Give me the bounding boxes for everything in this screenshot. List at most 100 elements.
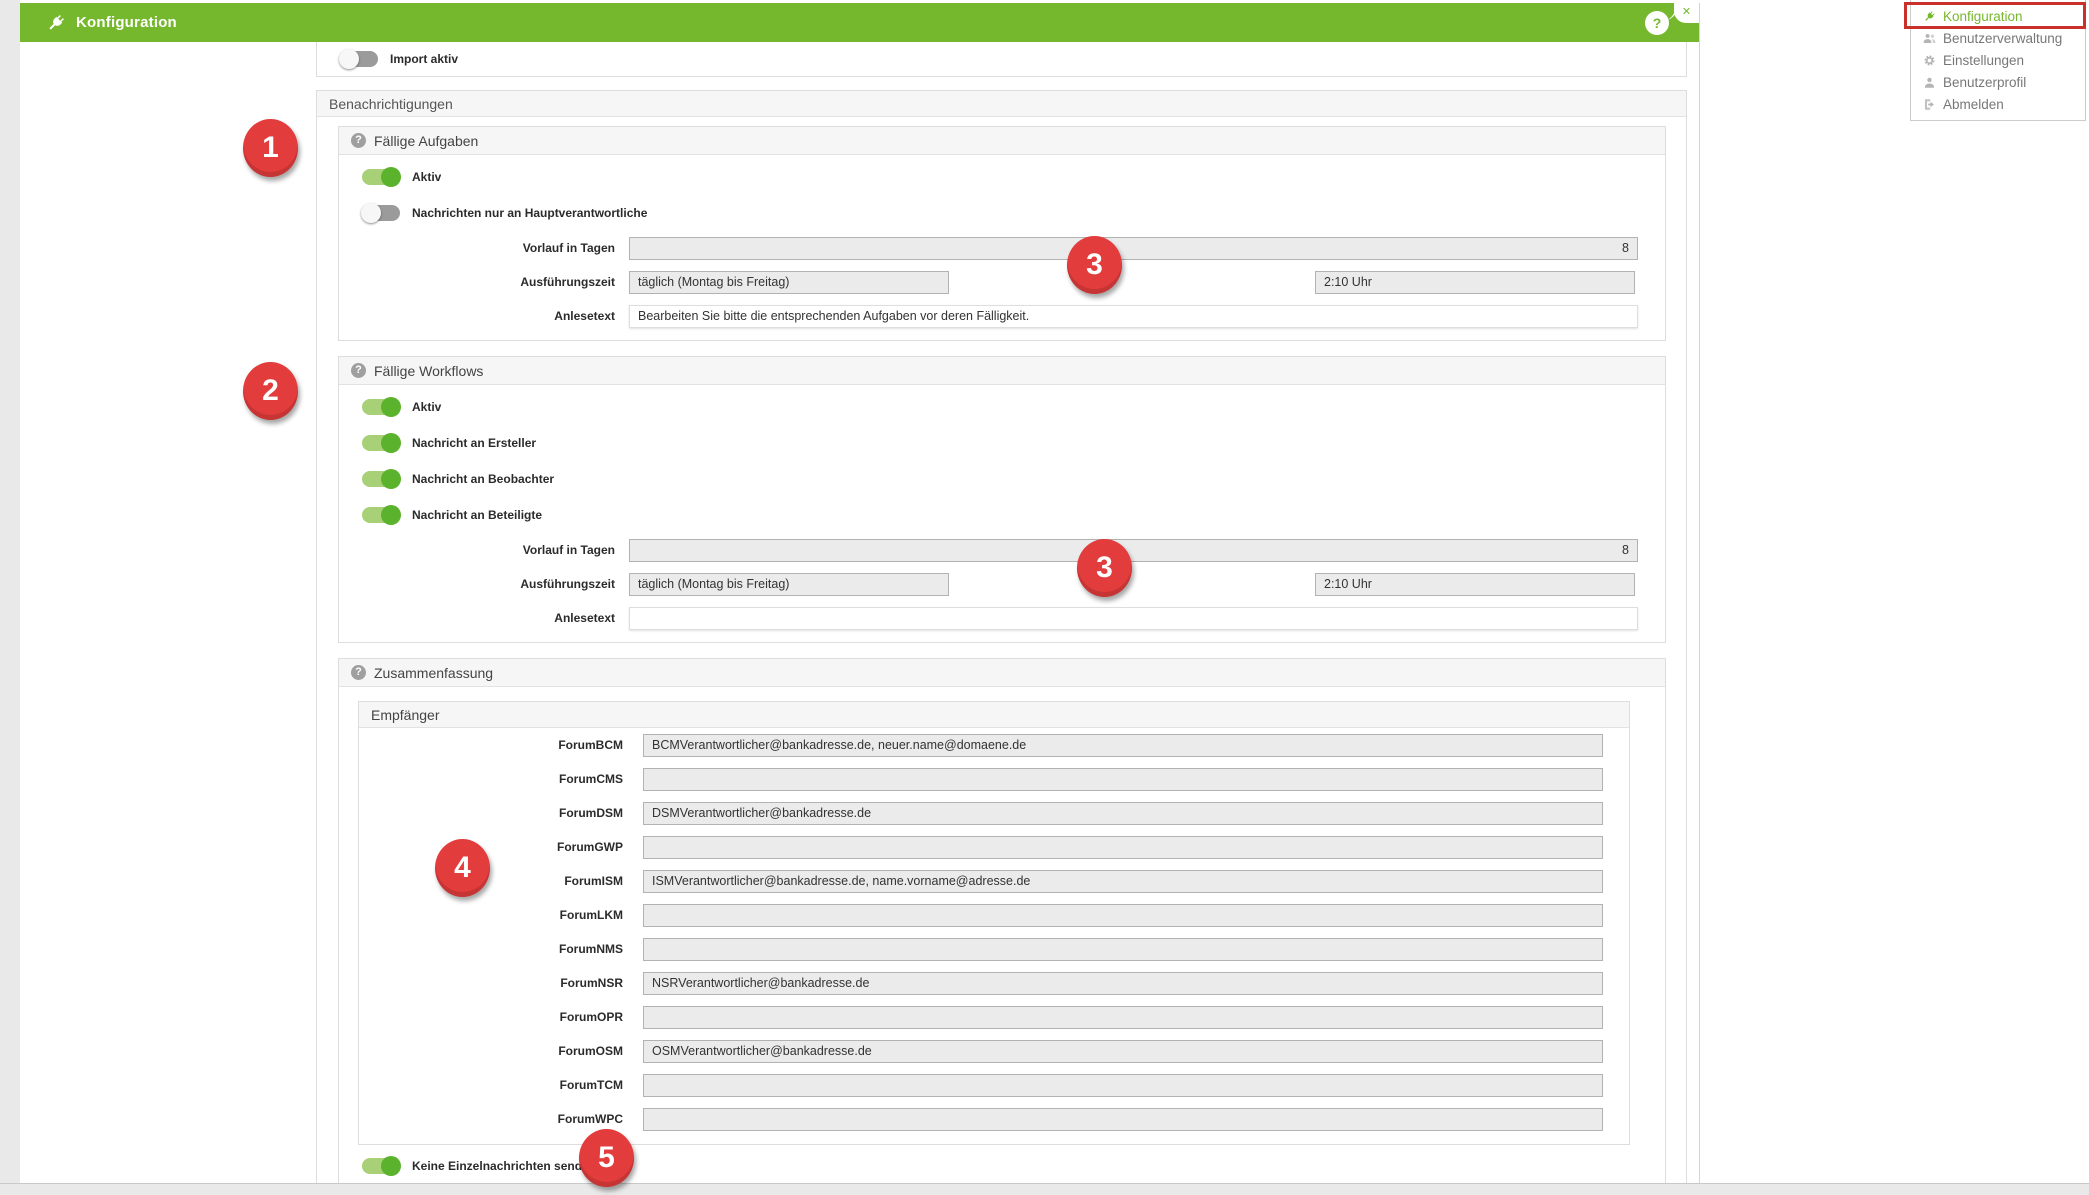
forum-label: ForumOSM <box>558 1044 623 1058</box>
question-icon: ? <box>1652 15 1662 31</box>
aktiv-row: Aktiv <box>339 159 1665 195</box>
keine-einzelnachrichten-toggle[interactable] <box>362 1156 401 1176</box>
toggle-label: Keine Einzelnachrichten senden <box>412 1159 597 1173</box>
toggle-knob <box>361 203 381 223</box>
toggle-label: Nachricht an Ersteller <box>412 436 537 450</box>
panel-header: Konfiguration ? ✕ <box>20 3 1699 42</box>
user-menu: Konfiguration Benutzerverwaltung Einstel… <box>1910 0 2086 121</box>
aufgaben-vorlauf-input[interactable] <box>629 236 1638 260</box>
toggle-knob <box>381 469 401 489</box>
menu-label: Konfiguration <box>1943 8 2023 24</box>
anlesetext-row: Anlesetext <box>339 601 1665 635</box>
faellige-aufgaben-body: Aktiv Nachrichten nur an Hauptverantwort… <box>339 155 1665 340</box>
aufgaben-hauptverantwortliche-toggle[interactable] <box>361 203 400 223</box>
ausfuehrungszeit-label: Ausführungszeit <box>520 577 615 591</box>
aufgaben-ausfuehrungszeit-input[interactable] <box>629 270 949 294</box>
benachrichtigungen-section: Benachrichtigungen ? Fällige Aufgaben Ak… <box>316 90 1687 1183</box>
annotation-badge-3b: 3 <box>1077 539 1132 597</box>
workflows-anlesetext-input[interactable] <box>629 606 1638 630</box>
workflows-ausfuehrungszeit-input[interactable] <box>629 572 949 596</box>
faellige-aufgaben-title: Fällige Aufgaben <box>374 132 479 149</box>
hauptverantwortliche-row: Nachrichten nur an Hauptverantwortliche <box>339 195 1665 231</box>
help-icon[interactable]: ? <box>351 133 366 148</box>
help-icon[interactable]: ? <box>351 363 366 378</box>
annotation-highlight-konfiguration <box>1904 2 2086 29</box>
forum-ism-input[interactable] <box>643 869 1603 893</box>
menu-item-abmelden[interactable]: Abmelden <box>1911 93 2085 115</box>
menu-item-benutzerverwaltung[interactable]: Benutzerverwaltung <box>1911 27 2085 49</box>
workflows-vorlauf-input[interactable] <box>629 538 1638 562</box>
workflows-beteiligte-toggle[interactable] <box>362 505 401 525</box>
menu-label: Abmelden <box>1943 96 2004 112</box>
konfiguration-panel: Konfiguration ? ✕ Import aktiv Benachric… <box>20 3 1700 1183</box>
forum-cms-input[interactable] <box>643 767 1603 791</box>
forum-label: ForumGWP <box>557 840 623 854</box>
forum-label: ForumCMS <box>559 772 623 786</box>
toggle-label: Nachricht an Beobachter <box>412 472 555 486</box>
forum-row: ForumOSM <box>359 1034 1629 1068</box>
beteiligte-row: Nachricht an Beteiligte <box>339 497 1665 533</box>
menu-item-konfiguration[interactable]: Konfiguration <box>1911 5 2085 27</box>
ersteller-row: Nachricht an Ersteller <box>339 425 1665 461</box>
forum-osm-input[interactable] <box>643 1039 1603 1063</box>
workflows-aktiv-toggle[interactable] <box>362 397 401 417</box>
annotation-badge-3a: 3 <box>1067 236 1122 294</box>
forum-label: ForumNSR <box>560 976 623 990</box>
toggle-label: Nachrichten nur an Hauptverantwortliche <box>412 206 648 220</box>
empfaenger-section: Empfänger ForumBCM ForumCMS ForumDSM <box>358 701 1630 1145</box>
forum-wpc-input[interactable] <box>643 1107 1603 1131</box>
aufgaben-uhrzeit-input[interactable] <box>1315 270 1635 294</box>
faellige-workflows-body: Aktiv Nachricht an Ersteller Nachricht a… <box>339 385 1665 642</box>
benachrichtigungen-header: Benachrichtigungen <box>317 91 1686 117</box>
vorlauf-row: Vorlauf in Tagen <box>339 533 1665 567</box>
menu-item-benutzerprofil[interactable]: Benutzerprofil <box>1911 71 2085 93</box>
menu-label: Benutzerverwaltung <box>1943 30 2063 46</box>
page-bottom-margin <box>0 1183 2089 1195</box>
toggle-label: Aktiv <box>412 400 442 414</box>
close-button[interactable]: ✕ <box>1674 3 1699 23</box>
forum-row: ForumDSM <box>359 796 1629 830</box>
forum-row: ForumGWP <box>359 830 1629 864</box>
forum-opr-input[interactable] <box>643 1005 1603 1029</box>
forum-row: ForumTCM <box>359 1068 1629 1102</box>
forum-gwp-input[interactable] <box>643 835 1603 859</box>
ausfuehrungszeit-row: Ausführungszeit <box>339 567 1665 601</box>
menu-label: Benutzerprofil <box>1943 74 2027 90</box>
user-icon <box>1923 76 1936 89</box>
faellige-aufgaben-section: ? Fällige Aufgaben Aktiv Nachrichten nur… <box>338 126 1666 341</box>
workflows-ersteller-toggle[interactable] <box>362 433 401 453</box>
vorlauf-label: Vorlauf in Tagen <box>522 543 615 557</box>
help-icon[interactable]: ? <box>351 665 366 680</box>
forum-lkm-input[interactable] <box>643 903 1603 927</box>
forum-label: ForumDSM <box>559 806 623 820</box>
aufgaben-aktiv-toggle[interactable] <box>362 167 401 187</box>
logout-icon <box>1923 98 1936 111</box>
aktiv-row: Aktiv <box>339 389 1665 425</box>
import-aktiv-row: Import aktiv <box>317 41 458 77</box>
forum-nms-input[interactable] <box>643 937 1603 961</box>
users-icon <box>1923 32 1936 45</box>
forum-dsm-input[interactable] <box>643 801 1603 825</box>
plug-icon <box>1923 10 1936 23</box>
import-aktiv-toggle[interactable] <box>339 49 378 69</box>
forum-tcm-input[interactable] <box>643 1073 1603 1097</box>
aufgaben-anlesetext-input[interactable] <box>629 304 1638 328</box>
beobachter-row: Nachricht an Beobachter <box>339 461 1665 497</box>
close-icon: ✕ <box>1681 6 1692 18</box>
forum-row: ForumOPR <box>359 1000 1629 1034</box>
forum-nsr-input[interactable] <box>643 971 1603 995</box>
faellige-workflows-title: Fällige Workflows <box>374 362 484 379</box>
zusammenfassung-title: Zusammenfassung <box>374 664 494 681</box>
zusammenfassung-header: ? Zusammenfassung <box>339 659 1665 687</box>
workflows-uhrzeit-input[interactable] <box>1315 572 1635 596</box>
toggle-knob <box>339 49 359 69</box>
forum-row: ForumISM <box>359 864 1629 898</box>
toggle-knob <box>381 433 401 453</box>
anlesetext-label: Anlesetext <box>554 611 615 625</box>
workflows-beobachter-toggle[interactable] <box>362 469 401 489</box>
menu-item-einstellungen[interactable]: Einstellungen <box>1911 49 2085 71</box>
faellige-workflows-header: ? Fällige Workflows <box>339 357 1665 385</box>
forum-bcm-input[interactable] <box>643 733 1603 757</box>
forum-label: ForumBCM <box>558 738 623 752</box>
